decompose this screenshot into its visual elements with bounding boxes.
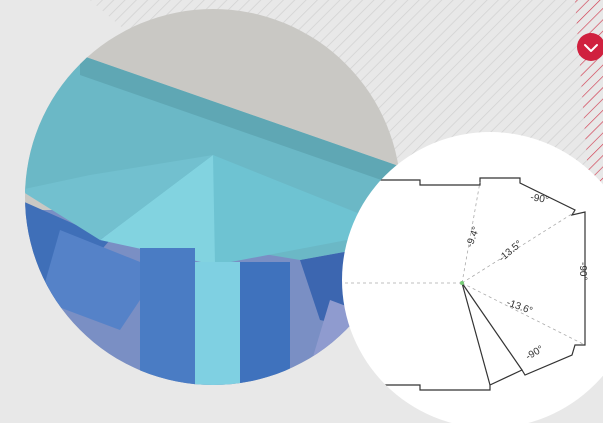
technical-drawing [342,177,586,391]
angle-label: -90° [529,192,549,206]
angle-label: -90° [577,262,588,280]
drawing-circle [342,132,603,423]
expand-button[interactable] [577,33,603,61]
center-point [460,281,464,285]
